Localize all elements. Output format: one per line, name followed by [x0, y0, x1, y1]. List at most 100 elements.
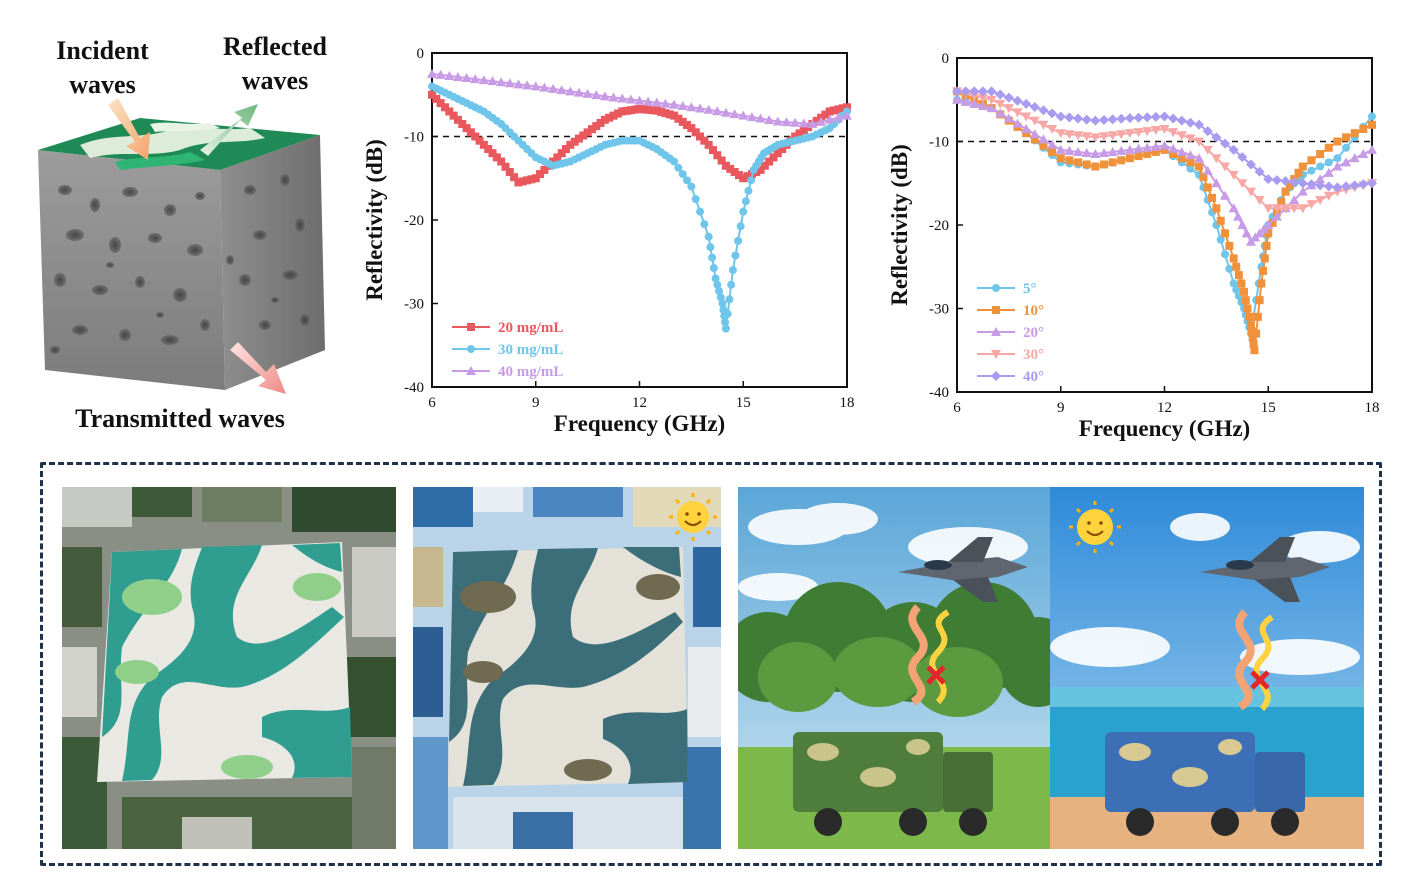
legend: 20 mg/mL 30 mg/mL 40 mg/mL	[452, 320, 563, 380]
data-point	[1143, 150, 1152, 159]
data-point	[1203, 183, 1212, 192]
data-point	[1003, 104, 1014, 114]
data-point	[1047, 139, 1058, 149]
x-tick-label: 12	[632, 395, 647, 411]
data-point	[608, 92, 619, 102]
data-point	[570, 137, 579, 146]
legend-marker	[992, 306, 1000, 314]
data-point	[565, 86, 576, 96]
data-point	[643, 96, 654, 106]
data-point	[739, 174, 748, 183]
x-tick-label: 15	[736, 395, 751, 411]
data-point	[1220, 138, 1231, 149]
data-point	[1168, 113, 1179, 124]
data-point	[708, 253, 717, 262]
data-point	[736, 222, 745, 231]
data-point	[1263, 220, 1274, 229]
data-point	[1091, 162, 1100, 171]
data-point	[764, 115, 775, 125]
x-tick-label: 18	[1365, 400, 1380, 416]
series-1	[428, 82, 851, 333]
data-point	[1056, 154, 1065, 163]
data-point	[1245, 312, 1254, 321]
data-point	[1064, 130, 1075, 140]
data-point	[1252, 329, 1261, 338]
data-point	[1241, 228, 1252, 238]
data-point	[1030, 135, 1039, 144]
data-point	[729, 109, 740, 119]
legend-label: 40°	[1023, 369, 1044, 385]
x-tick-label: 12	[1157, 400, 1172, 416]
legend-label: 20°	[1023, 325, 1044, 341]
data-point	[778, 145, 787, 154]
data-point	[1012, 118, 1023, 128]
data-point	[462, 124, 471, 133]
data-point	[1358, 179, 1369, 190]
data-point	[1248, 333, 1257, 342]
data-point	[723, 309, 732, 318]
data-point	[842, 110, 852, 120]
data-point	[720, 107, 731, 117]
data-point	[504, 78, 515, 88]
data-point	[1199, 172, 1208, 181]
data-point	[1038, 105, 1049, 116]
data-point	[1159, 124, 1170, 134]
data-point	[436, 99, 445, 108]
data-point	[1194, 137, 1205, 147]
data-point	[687, 124, 696, 133]
data-point	[1228, 170, 1239, 180]
photo-blue-sample	[413, 487, 721, 849]
reflected-wave-icon	[1253, 614, 1274, 712]
data-point	[704, 232, 713, 241]
data-point	[721, 318, 730, 327]
data-point	[969, 98, 980, 108]
data-point	[548, 83, 559, 93]
incident-waves-label: Incident waves	[56, 36, 149, 99]
data-point	[708, 146, 717, 155]
data-point	[1342, 133, 1351, 142]
data-point	[518, 177, 527, 186]
data-point	[644, 105, 653, 114]
data-point	[687, 182, 696, 191]
data-point	[1202, 165, 1213, 175]
data-point	[427, 68, 437, 78]
data-point	[1185, 134, 1196, 144]
data-point	[1263, 204, 1274, 214]
data-point	[587, 125, 596, 134]
data-point	[1250, 346, 1259, 355]
data-point	[1254, 195, 1265, 205]
data-point	[1323, 167, 1334, 177]
sample-camouflage	[102, 543, 352, 781]
data-point	[539, 82, 550, 92]
data-point	[1264, 229, 1273, 238]
legend-label: 10°	[1023, 303, 1044, 319]
data-point	[1368, 120, 1376, 129]
data-point	[833, 112, 844, 122]
reflected-wave-icon	[929, 609, 950, 705]
data-point	[821, 110, 830, 119]
y-tick-label: -30	[929, 302, 949, 318]
data-point	[1237, 152, 1248, 163]
data-point	[1249, 339, 1258, 348]
data-point	[652, 106, 661, 115]
data-point	[674, 114, 683, 123]
data-point	[1260, 254, 1269, 263]
data-point	[1064, 145, 1075, 155]
data-point	[977, 93, 988, 103]
data-point	[1055, 144, 1066, 154]
data-point	[960, 86, 971, 97]
data-point	[488, 149, 497, 158]
data-point	[531, 174, 540, 183]
data-point	[440, 103, 449, 112]
data-point	[651, 97, 662, 107]
data-point	[622, 106, 631, 115]
sun-icon	[1069, 501, 1121, 553]
data-point	[798, 118, 809, 128]
data-point	[1159, 111, 1170, 122]
data-point	[1098, 132, 1109, 142]
absorber-schematic	[38, 98, 325, 394]
data-point	[824, 114, 835, 124]
data-point	[830, 106, 839, 115]
data-point	[755, 113, 766, 123]
data-point	[574, 134, 583, 143]
